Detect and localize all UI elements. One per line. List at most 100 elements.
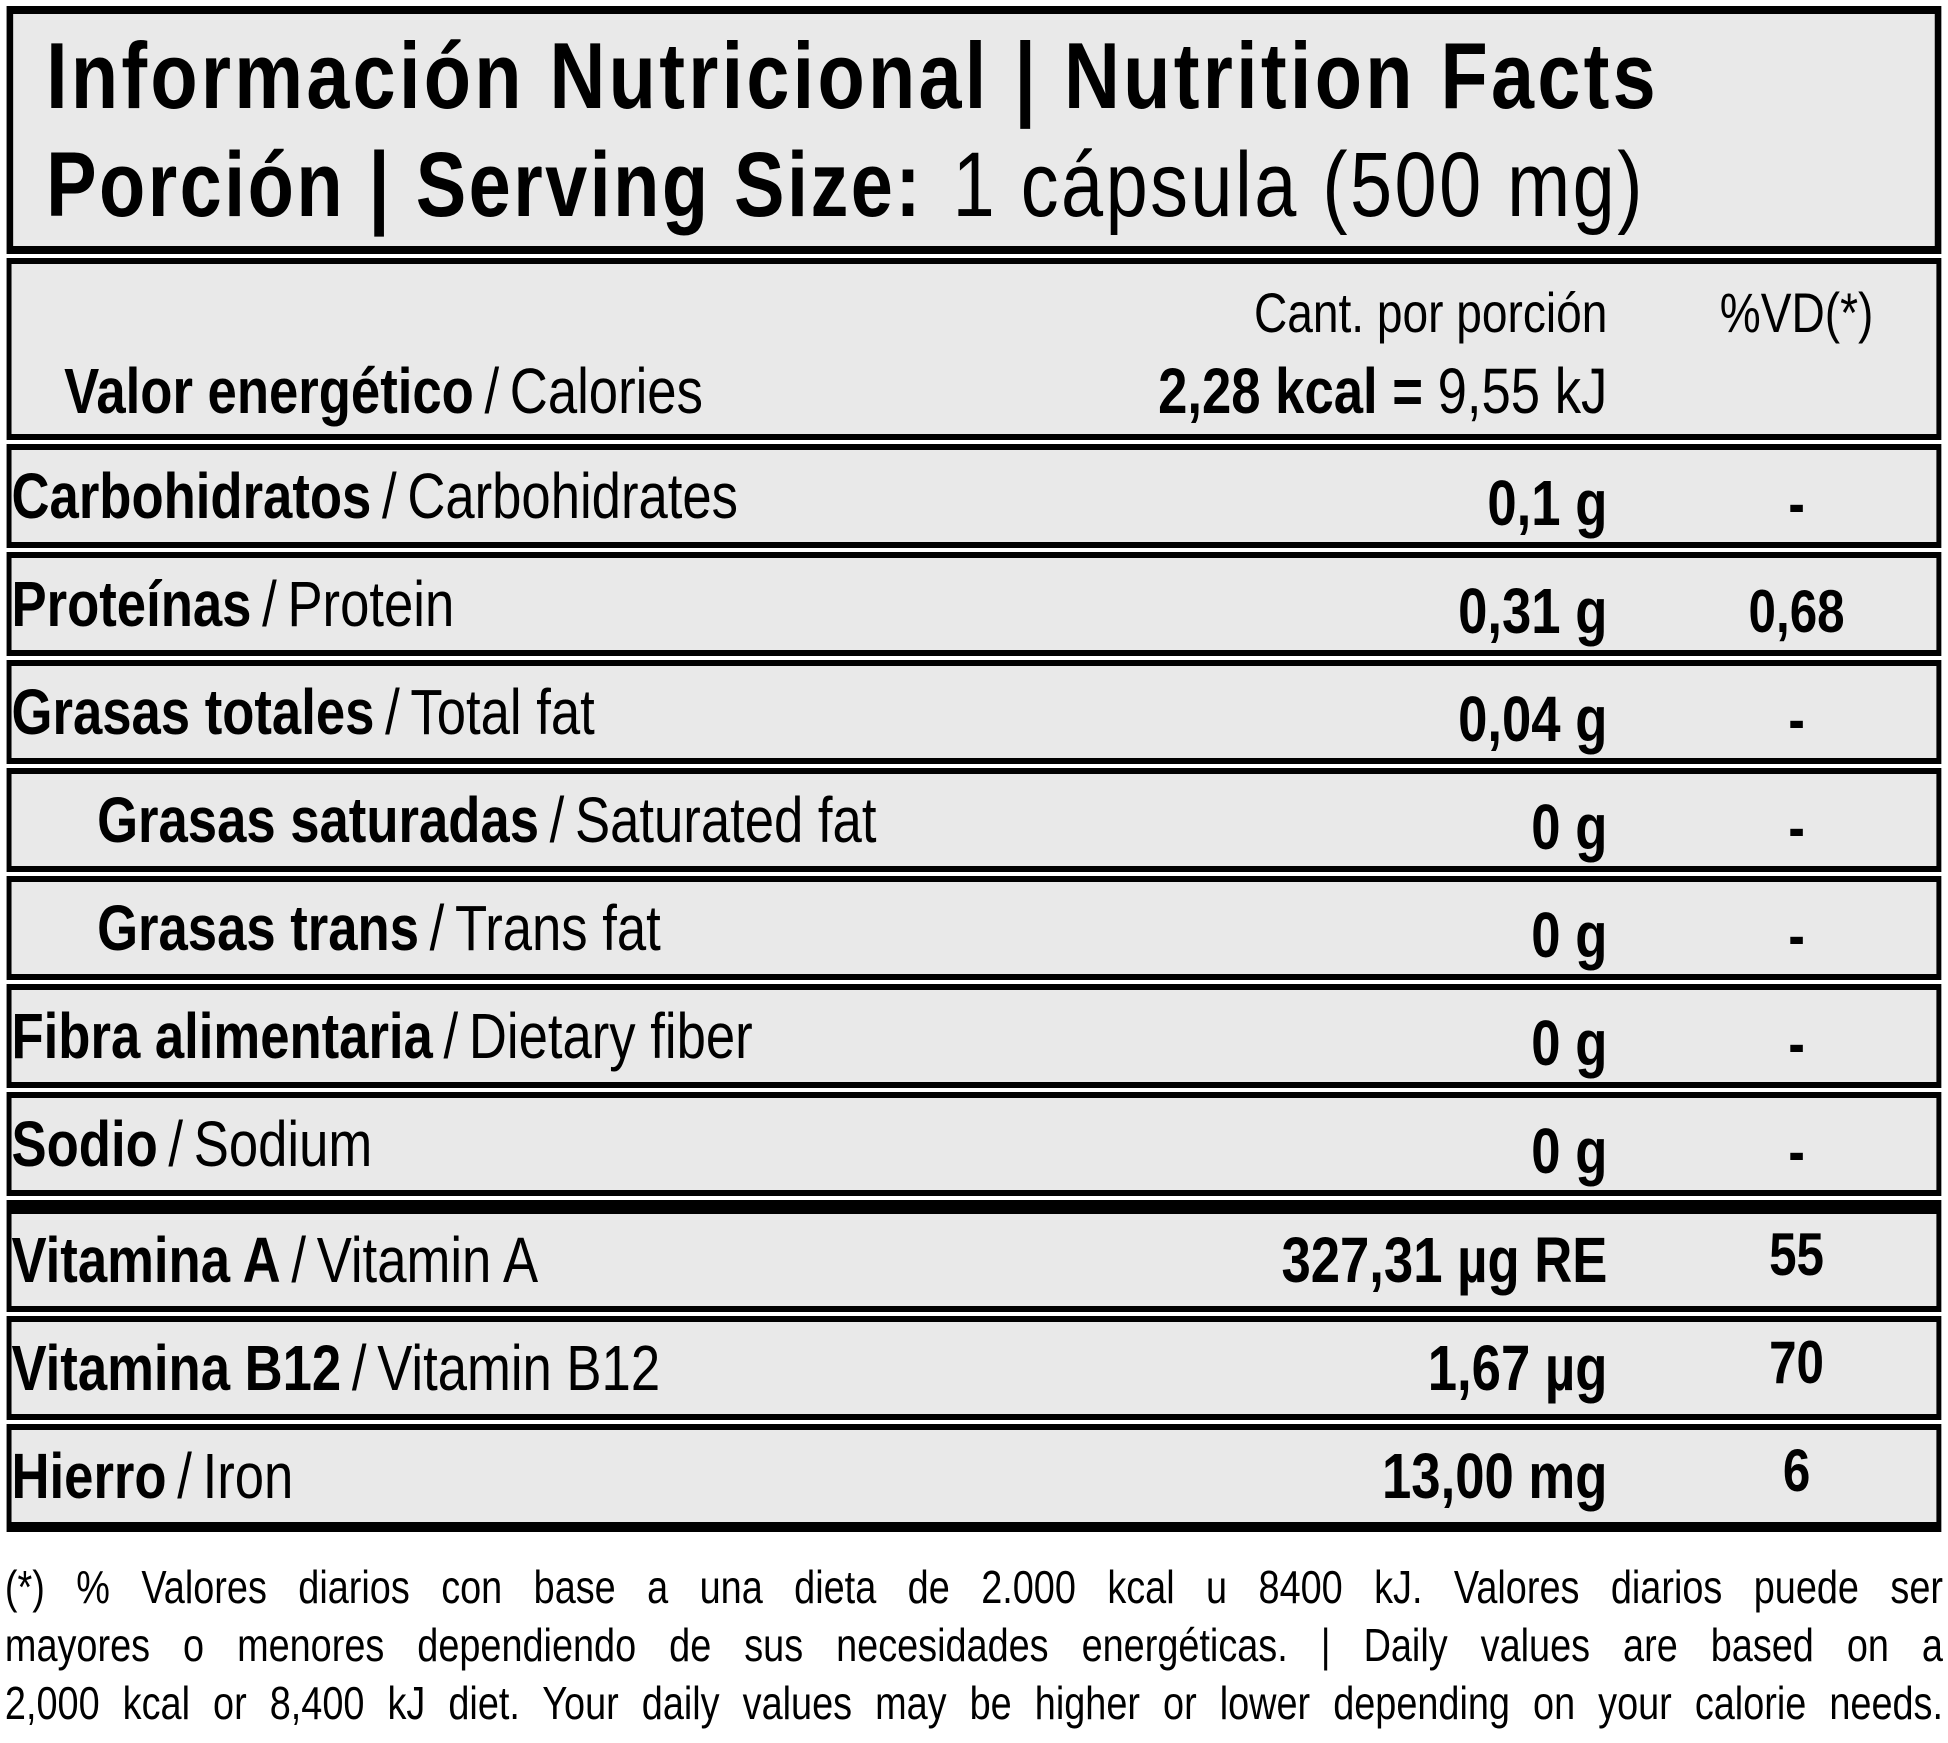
nutrient-rows: Carbohidratos / Carbohidrates 0,1 g - Prot…: [0, 444, 1948, 1532]
footnote-line: 2,000 kcal or 8,400 kJ diet. Your daily …: [4, 1677, 1943, 1729]
energy-row-label: Valor energético / Calories: [64, 354, 1158, 428]
row-label-separator: /: [385, 676, 400, 748]
table-row: Vitamina A / Vitamin A 327,31 µg RE 55: [6, 1200, 1942, 1312]
row-dv: -: [1788, 685, 1805, 753]
row-label: Hierro / Iron: [12, 1439, 1383, 1513]
table-row: Proteínas / Protein 0,31 g 0,68: [6, 552, 1942, 656]
row-label: Grasas saturadas / Saturated fat: [12, 783, 1532, 857]
row-label-separator: /: [262, 568, 277, 640]
table-row-cells: Proteínas / Protein 0,31 g 0,68: [12, 558, 1937, 650]
row-amount: 0 g: [1531, 1007, 1608, 1079]
row-label: Vitamina A / Vitamin A: [12, 1223, 1282, 1297]
serving-size-label: Porción | Serving Size:: [46, 134, 924, 236]
energy-value-bold: 2,28 kcal =: [1158, 355, 1423, 427]
row-label-en: Sodium: [193, 1108, 373, 1180]
row-label-es: Vitamina A: [11, 1224, 281, 1296]
row-dv: -: [1788, 469, 1805, 537]
label-title: Información Nutricional | Nutrition Fact…: [46, 23, 1659, 128]
row-label-separator: /: [168, 1108, 184, 1180]
row-label-en: Dietary fiber: [468, 1000, 753, 1072]
label-header: Información Nutricional | Nutrition Fact…: [6, 6, 1942, 254]
row-dv: -: [1788, 793, 1805, 861]
row-label-en: Protein: [287, 568, 455, 640]
row-amount: 0 g: [1531, 899, 1608, 971]
row-label-es: Carbohidratos: [11, 460, 372, 532]
serving-size-line: Porción | Serving Size: 1 cápsula (500 mg…: [46, 132, 1910, 238]
footnote-line: mayores o menores dependiendo de sus nec…: [4, 1619, 1943, 1671]
row-label-es: Proteínas: [11, 568, 252, 640]
row-amount: 13,00 mg: [1382, 1440, 1608, 1512]
row-label: Vitamina B12/Vitamin B12: [12, 1331, 1428, 1405]
row-label-separator: /: [443, 1000, 459, 1072]
row-dv: 55: [1769, 1220, 1825, 1288]
row-label: Carbohidratos / Carbohidrates: [12, 459, 1488, 533]
row-label-separator: /: [351, 1332, 367, 1404]
row-label-separator: /: [549, 784, 565, 856]
row-label-en: Total fat: [410, 676, 595, 748]
table-row-cells: Carbohidratos / Carbohidrates 0,1 g -: [12, 450, 1937, 542]
row-dv: 0,68: [1748, 577, 1845, 645]
table-row-cells: Grasas totales / Total fat 0,04 g -: [12, 666, 1937, 758]
dv-column-header: %VD(*): [1719, 280, 1874, 344]
table-row: Fibra alimentaria / Dietary fiber 0 g -: [6, 984, 1942, 1088]
row-amount: 0,31 g: [1458, 575, 1608, 647]
row-dv: 70: [1769, 1328, 1825, 1396]
row-label-es: Grasas saturadas: [97, 784, 539, 856]
row-amount: 0 g: [1531, 1115, 1608, 1187]
row-label-es: Sodio: [11, 1108, 158, 1180]
amount-column-header: Cant. por porción: [1253, 280, 1608, 344]
row-label-separator: /: [429, 892, 445, 964]
table-row: Grasas saturadas / Saturated fat 0 g -: [6, 768, 1942, 872]
table-row: Hierro / Iron 13,00 mg 6: [6, 1424, 1942, 1532]
row-label-separator: /: [381, 460, 397, 532]
row-amount: 327,31 µg RE: [1281, 1224, 1608, 1296]
row-label: Grasas totales / Total fat: [12, 675, 1459, 749]
row-label-separator: /: [177, 1440, 192, 1512]
row-label-es: Vitamina B12: [11, 1332, 342, 1404]
row-label: Grasas trans / Trans fat: [12, 891, 1532, 965]
table-row-cells: Vitamina B12/Vitamin B12 1,67 µg 70: [12, 1322, 1937, 1414]
serving-size-value: 1 cápsula (500 mg): [952, 134, 1645, 236]
row-dv: 6: [1782, 1436, 1811, 1504]
energy-row: Valor energético / Calories 2,28 kcal = 9,…: [64, 348, 1936, 434]
row-label-en: Carbohidrates: [407, 460, 739, 532]
table-row-cells: Grasas saturadas / Saturated fat 0 g -: [12, 774, 1937, 866]
row-label-en: Vitamin B12: [377, 1332, 661, 1404]
table-row-cells: Hierro / Iron 13,00 mg 6: [12, 1430, 1937, 1522]
row-dv: -: [1788, 1009, 1805, 1077]
row-label-es: Grasas totales: [11, 676, 375, 748]
energy-value-regular: 9,55 kJ: [1437, 355, 1608, 427]
row-label-es: Fibra alimentaria: [11, 1000, 433, 1072]
table-row-cells: Grasas trans / Trans fat 0 g -: [12, 882, 1937, 974]
footnote-line: (*) % Valores diarios con base a una die…: [4, 1561, 1943, 1613]
row-dv: -: [1788, 1117, 1805, 1185]
energy-row-value: 2,28 kcal = 9,55 kJ: [1158, 354, 1607, 428]
table-row: Grasas totales / Total fat 0,04 g -: [6, 660, 1942, 764]
row-label-es: Hierro: [11, 1440, 167, 1512]
row-amount: 0,04 g: [1458, 683, 1608, 755]
row-label-en: Vitamin A: [316, 1224, 539, 1296]
row-dv: -: [1788, 901, 1805, 969]
table-row: Sodio / Sodium 0 g -: [6, 1092, 1942, 1196]
energy-section: Cant. por porción %VD(*) Valor energétic…: [6, 258, 1942, 440]
table-row-cells: Vitamina A / Vitamin A 327,31 µg RE 55: [12, 1214, 1937, 1306]
footnote: (*) % Valores diarios con base a una die…: [5, 1558, 1943, 1732]
label-separator: /: [484, 355, 500, 427]
table-row: Carbohidratos / Carbohidrates 0,1 g -: [6, 444, 1942, 548]
row-label: Proteínas / Protein: [12, 567, 1459, 641]
row-amount: 1,67 µg: [1427, 1332, 1608, 1404]
table-row-cells: Fibra alimentaria / Dietary fiber 0 g -: [12, 990, 1937, 1082]
column-headers: Cant. por porción %VD(*): [64, 276, 1936, 348]
row-label-separator: /: [291, 1224, 307, 1296]
table-row: Vitamina B12/Vitamin B12 1,67 µg 70: [6, 1316, 1942, 1420]
energy-label-es: Valor energético: [64, 355, 474, 427]
energy-label-en: Calories: [509, 355, 703, 427]
row-amount: 0,1 g: [1487, 467, 1608, 539]
row-label: Fibra alimentaria / Dietary fiber: [12, 999, 1532, 1073]
row-label-en: Iron: [202, 1440, 294, 1512]
table-row: Grasas trans / Trans fat 0 g -: [6, 876, 1942, 980]
row-label-es: Grasas trans: [97, 892, 419, 964]
row-label-en: Trans fat: [455, 892, 661, 964]
